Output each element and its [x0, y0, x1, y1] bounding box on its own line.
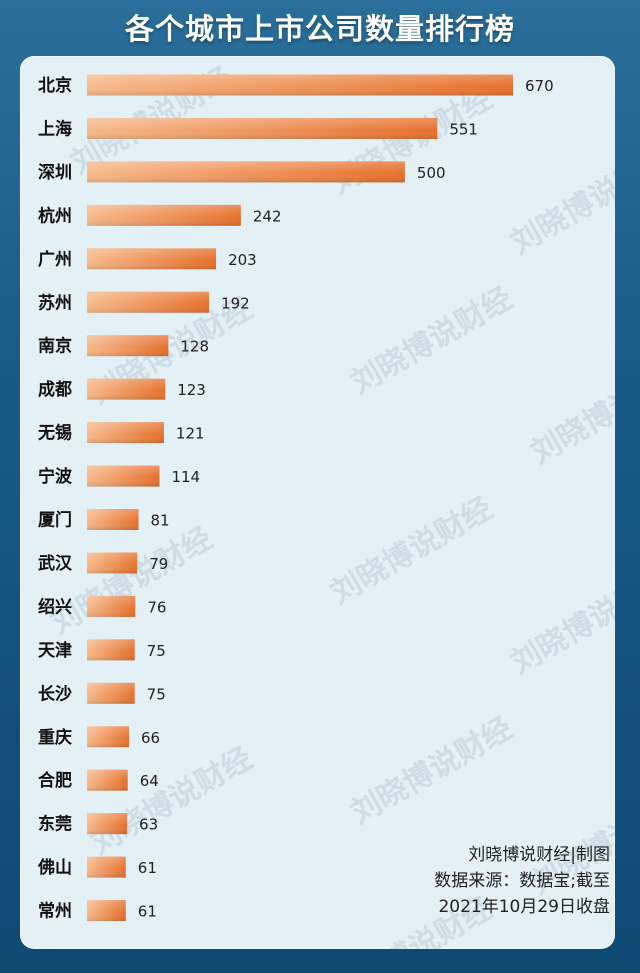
value-label: 79: [149, 555, 168, 573]
value-label: 242: [253, 207, 282, 225]
category-label: 广州: [38, 249, 72, 270]
category-label: 上海: [38, 118, 72, 139]
bar-highlight: [87, 335, 169, 357]
value-label: 670: [525, 77, 554, 95]
bar-highlight: [87, 900, 126, 922]
category-label: 成都: [38, 379, 72, 400]
credit-text: 刘晓博说财经|制图: [468, 845, 610, 865]
bar-highlight: [87, 422, 164, 444]
category-label: 南京: [38, 336, 72, 357]
value-label: 61: [138, 903, 157, 921]
category-label: 常州: [38, 901, 72, 922]
chart-panel: 刘晓博说财经 刘晓博说财经 刘晓博说财经 刘晓博说财经 刘晓博说财经 刘晓博说财经 刘晓博说…: [20, 56, 615, 949]
bar-highlight: [87, 595, 136, 617]
value-label: 551: [449, 120, 478, 138]
bar-highlight: [87, 74, 513, 96]
value-label: 500: [417, 164, 446, 182]
category-label: 武汉: [38, 553, 73, 574]
value-label: 76: [147, 598, 166, 616]
bar-highlight: [87, 161, 405, 183]
chart-title: 各个城市上市公司数量排行榜: [124, 12, 515, 46]
category-label: 天津: [38, 640, 72, 661]
bar-highlight: [87, 117, 438, 139]
category-label: 东莞: [38, 814, 72, 835]
category-label: 绍兴: [38, 596, 72, 617]
bar-highlight: [87, 856, 126, 878]
value-label: 114: [171, 468, 200, 486]
category-label: 无锡: [37, 423, 72, 444]
category-label: 北京: [38, 75, 72, 96]
bar-highlight: [87, 769, 128, 791]
bar-highlight: [87, 639, 135, 661]
value-label: 63: [139, 816, 158, 834]
value-label: 64: [140, 772, 159, 790]
value-label: 66: [141, 729, 160, 747]
value-label: 128: [180, 338, 209, 356]
bar-highlight: [87, 465, 160, 487]
category-label: 佛山: [37, 857, 72, 878]
value-label: 81: [151, 512, 170, 530]
value-label: 75: [147, 642, 166, 660]
bar-highlight: [87, 204, 241, 226]
value-label: 192: [221, 294, 250, 312]
value-label: 75: [147, 685, 166, 703]
bar-highlight: [87, 682, 135, 704]
value-label: 203: [228, 251, 257, 269]
footer: 刘晓博说财经|制图 数据来源：数据宝;截至 2021年10月29日收盘: [434, 842, 610, 920]
category-label: 杭州: [38, 205, 72, 226]
source-text: 数据来源：数据宝;截至: [434, 871, 610, 891]
bars-layer: 北京 670 上海 551 深圳 500 杭州 242 广州 203 苏州 192 南京 128 成都 123…: [37, 74, 554, 922]
category-label: 宁波: [38, 466, 73, 487]
category-label: 长沙: [38, 683, 72, 704]
value-label: 61: [138, 859, 157, 877]
bar-highlight: [87, 248, 217, 270]
category-label: 苏州: [38, 292, 72, 313]
bar-highlight: [87, 378, 166, 400]
bar-highlight: [87, 726, 129, 748]
date-text: 2021年10月29日收盘: [438, 897, 610, 917]
bar-highlight: [87, 291, 210, 313]
bar-highlight: [87, 813, 128, 835]
value-label: 121: [176, 425, 205, 443]
bar-highlight: [87, 509, 139, 530]
bar-highlight: [87, 552, 138, 574]
category-label: 重庆: [38, 727, 72, 748]
category-label: 深圳: [38, 162, 72, 183]
value-label: 123: [177, 381, 206, 399]
category-label: 厦门: [38, 510, 72, 531]
category-label: 合肥: [38, 770, 72, 791]
